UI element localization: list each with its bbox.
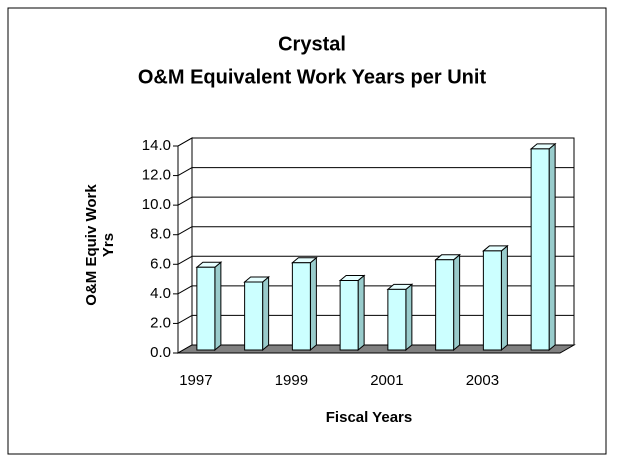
bar-side [500,244,508,352]
bar-side [214,261,222,352]
side-grid-line [177,167,193,177]
y-tick-label: 4.0 [150,285,171,302]
y-tick-label: 2.0 [150,314,171,331]
y-tick-label: 0.0 [150,344,171,361]
side-grid-line [177,226,193,236]
bar-front [244,281,264,351]
side-grid-line [177,314,193,324]
bar-side [453,253,461,352]
side-grid-line [177,196,193,206]
x-axis-label: Fiscal Years [326,409,412,426]
y-tick-label: 12.0 [142,167,171,184]
side-grid-line [177,255,193,265]
bar-side [548,142,556,352]
x-tick-label: 1999 [275,372,308,389]
bar-side [262,275,270,352]
chart-title: Crystal [278,33,346,55]
bar [195,261,223,352]
y-tick-label: 6.0 [150,255,171,272]
bar-side [309,256,317,352]
side-grid-line [177,285,193,295]
side-wall [177,137,193,354]
y-tick-label: 10.0 [142,196,171,213]
floor [176,344,576,354]
bar-front [482,250,502,351]
bar-front [339,280,359,351]
bar-front [435,259,455,351]
bar [481,244,509,352]
bar [529,142,557,352]
y-tick-label: 14.0 [142,137,171,154]
y-tick-label: 8.0 [150,226,171,243]
bar-side [357,274,365,352]
x-tick-label: 2001 [370,372,403,389]
x-tick-label: 2003 [466,372,499,389]
bar [434,253,462,352]
side-grid-line [177,137,193,147]
bar-front [196,266,216,351]
bar-front [530,148,550,351]
bar-side [405,283,413,352]
bar [386,283,414,352]
chart-subtitle: O&M Equivalent Work Years per Unit [138,66,487,88]
bar [290,256,318,352]
bar [243,275,271,352]
x-tick-label: 1997 [179,372,212,389]
bar [338,274,366,352]
bar-front [291,262,311,351]
bar-front [387,288,407,351]
